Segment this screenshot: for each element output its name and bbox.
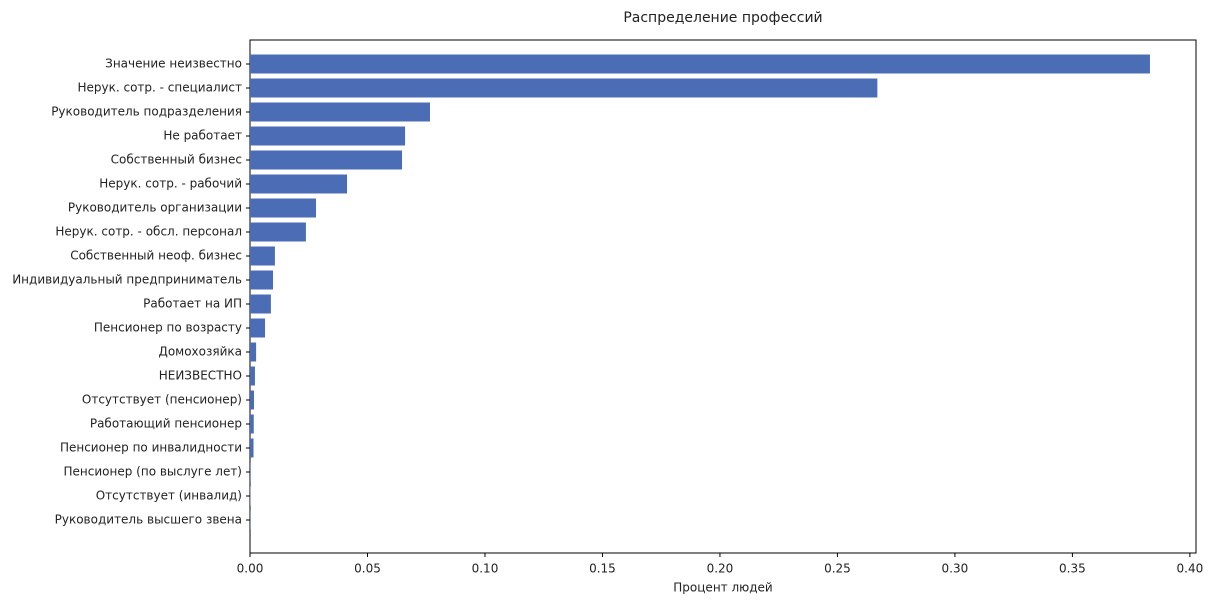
y-tick-label: Пенсионер по инвалидности	[60, 441, 242, 455]
chart-title: Распределение профессий	[623, 10, 822, 26]
y-tick-label: Собственный неоф. бизнес	[70, 249, 242, 263]
x-tick-label: 0.25	[824, 562, 851, 576]
bar	[250, 222, 306, 242]
y-tick-label: Не работает	[163, 129, 242, 143]
y-tick-label: Работает на ИП	[143, 297, 242, 311]
bar	[250, 174, 348, 194]
bar	[250, 414, 254, 434]
bar	[250, 246, 275, 266]
y-tick-label: Собственный бизнес	[111, 153, 242, 167]
x-tick-label: 0.15	[589, 562, 616, 576]
bar	[250, 366, 255, 386]
y-tick-label: Пенсионер (по выслуге лет)	[64, 465, 242, 479]
y-tick-label: Пенсионер по возрасту	[94, 321, 242, 335]
y-tick-label: Руководитель подразделения	[51, 105, 242, 119]
y-tick-label: Отсутствует (пенсионер)	[82, 393, 242, 407]
y-tick-label: Нерук. сотр. - рабочий	[99, 177, 242, 191]
bar	[250, 294, 271, 314]
y-tick-label: Значение неизвестно	[105, 57, 242, 71]
y-tick-label: Отсутствует (инвалид)	[96, 489, 242, 503]
bar	[250, 78, 878, 98]
x-tick-label: 0.40	[1177, 562, 1204, 576]
x-tick-label: 0.20	[707, 562, 734, 576]
y-tick-label: Индивидуальный предприниматель	[12, 273, 242, 287]
bar	[250, 54, 1150, 74]
y-tick-label: Нерук. сотр. - специалист	[77, 81, 242, 95]
bar	[250, 318, 266, 338]
y-tick-label: Нерук. сотр. - обсл. персонал	[55, 225, 242, 239]
x-tick-label: 0.35	[1059, 562, 1086, 576]
bar	[250, 342, 257, 362]
bar	[250, 462, 251, 482]
bar	[250, 198, 317, 218]
bar	[250, 270, 274, 290]
bar	[250, 102, 430, 122]
bar	[250, 126, 406, 146]
x-axis-label: Процент людей	[673, 581, 772, 595]
y-tick-label: НЕИЗВЕСТНО	[159, 369, 242, 383]
x-tick-label: 0.30	[942, 562, 969, 576]
bar	[250, 438, 254, 458]
x-tick-label: 0.00	[237, 562, 264, 576]
bar	[250, 150, 403, 170]
y-tick-label: Руководитель организации	[68, 201, 242, 215]
bar	[250, 390, 254, 410]
y-tick-label: Руководитель высшего звена	[55, 513, 242, 527]
x-tick-label: 0.05	[354, 562, 381, 576]
y-tick-label: Домохозяйка	[158, 345, 242, 359]
x-tick-label: 0.10	[472, 562, 499, 576]
y-tick-label: Работающий пенсионер	[90, 417, 242, 431]
